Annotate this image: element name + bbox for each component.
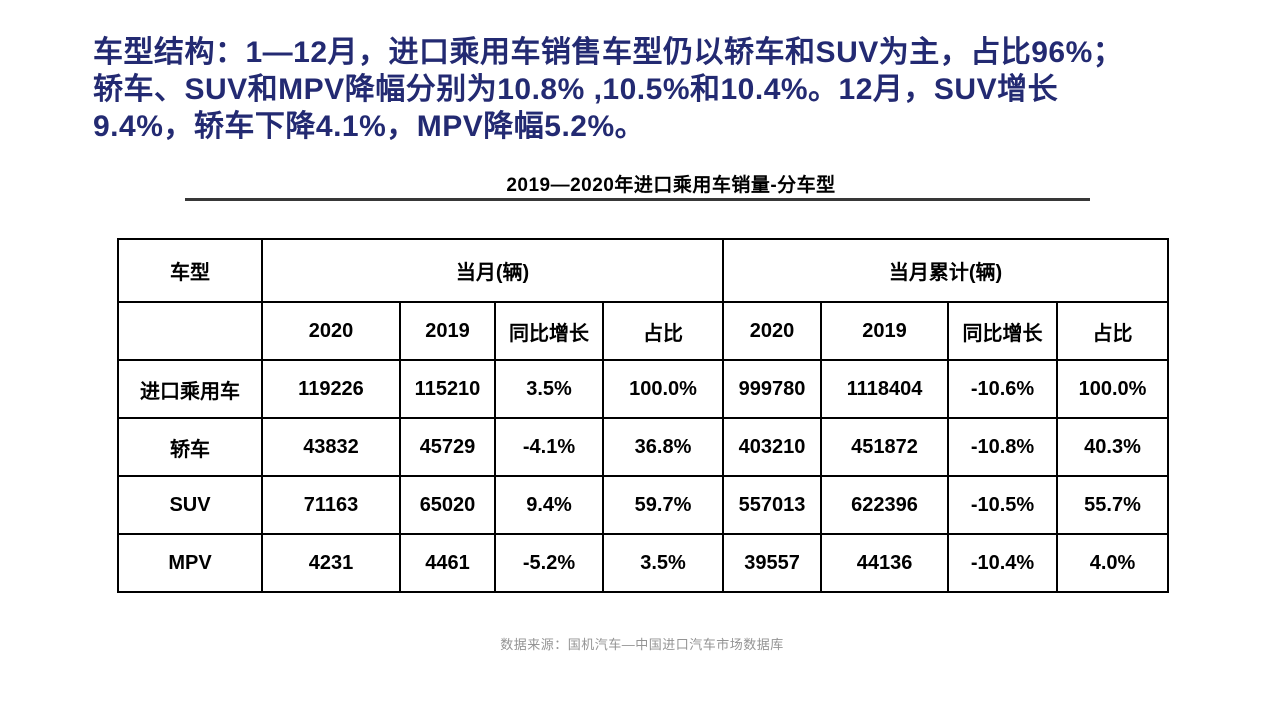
table-title: 2019—2020年进口乘用车销量-分车型 [506, 175, 836, 196]
cell-cumulative-2019: 44136 [820, 533, 950, 593]
slide-title-line-1: 车型结构：1—12月，进口乘用车销售车型仍以轿车和SUV为主，占比96%； [93, 36, 1124, 69]
cell-monthly-2019: 65020 [399, 475, 496, 535]
cell-monthly-share: 100.0% [601, 359, 725, 419]
table-header-group-row: 车型 当月(辆) 当月累计(辆) [117, 238, 1170, 303]
col-header-cumulative: 当月累计(辆) [722, 238, 1170, 303]
cell-cumulative-yoy: -10.6% [947, 359, 1059, 419]
cell-cumulative-yoy: -10.4% [947, 533, 1059, 593]
cell-cumulative-2019: 451872 [820, 417, 950, 477]
col-header-empty [117, 301, 263, 361]
cell-monthly-2020: 119226 [261, 359, 401, 419]
title-underline [185, 198, 1090, 201]
cell-monthly-2019: 115210 [399, 359, 496, 419]
cell-monthly-yoy: -5.2% [494, 533, 604, 593]
col-header-vehicle-type: 车型 [117, 238, 263, 303]
row-label: 进口乘用车 [117, 359, 263, 419]
cell-cumulative-yoy: -10.8% [947, 417, 1059, 477]
cell-cumulative-2019: 1118404 [820, 359, 950, 419]
cell-cumulative-2020: 39557 [722, 533, 823, 593]
cell-monthly-share: 59.7% [601, 475, 725, 535]
cell-cumulative-share: 40.3% [1056, 417, 1170, 477]
slide-title-line-3: 9.4%，轿车下降4.1%，MPV降幅5.2%。 [93, 110, 646, 143]
cell-monthly-share: 36.8% [601, 417, 725, 477]
col-header-monthly-yoy: 同比增长 [494, 301, 604, 361]
table-row-imported-passenger-cars: 进口乘用车 119226 115210 3.5% 100.0% 999780 1… [117, 359, 1170, 419]
col-header-cumulative-2019: 2019 [820, 301, 950, 361]
cell-cumulative-share: 4.0% [1056, 533, 1170, 593]
cell-monthly-2020: 71163 [261, 475, 401, 535]
cell-cumulative-yoy: -10.5% [947, 475, 1059, 535]
slide-title-line-2: 轿车、SUV和MPV降幅分别为10.8% ,10.5%和10.4%。12月，SU… [93, 73, 1059, 106]
cell-cumulative-share: 100.0% [1056, 359, 1170, 419]
table-row-mpv: MPV 4231 4461 -5.2% 3.5% 39557 44136 -10… [117, 533, 1170, 593]
sales-table: 车型 当月(辆) 当月累计(辆) 2020 2019 同比增长 占比 2020 … [117, 238, 1170, 593]
cell-cumulative-2020: 557013 [722, 475, 823, 535]
cell-monthly-yoy: 3.5% [494, 359, 604, 419]
col-header-cumulative-yoy: 同比增长 [947, 301, 1059, 361]
row-label: MPV [117, 533, 263, 593]
table-row-suv: SUV 71163 65020 9.4% 59.7% 557013 622396… [117, 475, 1170, 535]
cell-monthly-2019: 45729 [399, 417, 496, 477]
cell-cumulative-2020: 999780 [722, 359, 823, 419]
cell-monthly-2020: 43832 [261, 417, 401, 477]
data-source-note: 数据来源：国机汽车—中国进口汽车市场数据库 [500, 637, 784, 652]
row-label: SUV [117, 475, 263, 535]
cell-monthly-2020: 4231 [261, 533, 401, 593]
slide-title: 车型结构：1—12月，进口乘用车销售车型仍以轿车和SUV为主，占比96%； 轿车… [93, 34, 1213, 145]
row-label: 轿车 [117, 417, 263, 477]
cell-monthly-yoy: 9.4% [494, 475, 604, 535]
col-header-cumulative-share: 占比 [1056, 301, 1170, 361]
cell-cumulative-share: 55.7% [1056, 475, 1170, 535]
cell-cumulative-2019: 622396 [820, 475, 950, 535]
col-header-monthly-2019: 2019 [399, 301, 496, 361]
col-header-cumulative-2020: 2020 [722, 301, 823, 361]
table-header-sub-row: 2020 2019 同比增长 占比 2020 2019 同比增长 占比 [117, 301, 1170, 361]
cell-monthly-yoy: -4.1% [494, 417, 604, 477]
table-row-sedan: 轿车 43832 45729 -4.1% 36.8% 403210 451872… [117, 417, 1170, 477]
cell-monthly-share: 3.5% [601, 533, 725, 593]
col-header-monthly-share: 占比 [601, 301, 725, 361]
cell-cumulative-2020: 403210 [722, 417, 823, 477]
col-header-monthly-2020: 2020 [261, 301, 401, 361]
col-header-monthly: 当月(辆) [260, 238, 725, 303]
cell-monthly-2019: 4461 [399, 533, 496, 593]
